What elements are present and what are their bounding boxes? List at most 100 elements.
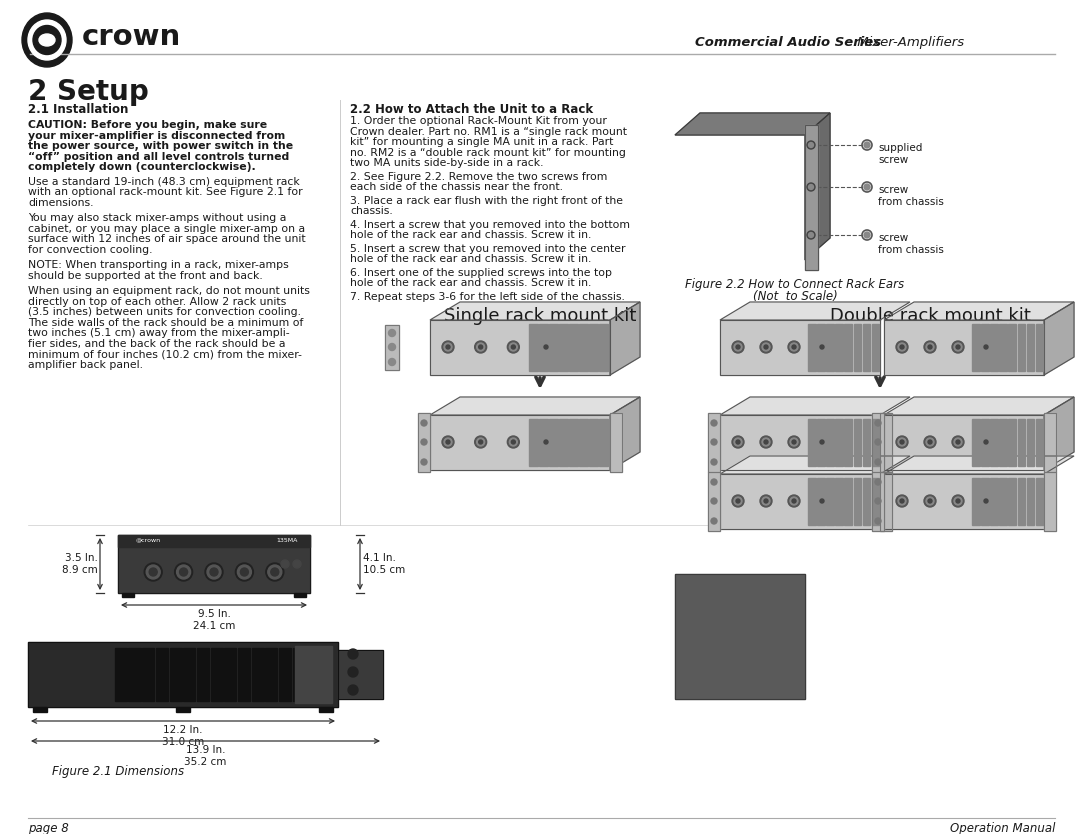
FancyBboxPatch shape [319,707,333,712]
FancyBboxPatch shape [1027,419,1035,466]
Text: Commercial Audio Series: Commercial Audio Series [696,36,881,48]
Text: 3. Place a rack ear flush with the right front of the: 3. Place a rack ear flush with the right… [350,195,623,205]
Polygon shape [610,302,640,375]
Circle shape [442,436,454,448]
Circle shape [982,438,990,446]
Circle shape [145,563,162,581]
FancyBboxPatch shape [808,324,815,371]
Text: 7. Repeat steps 3-6 for the left side of the chassis.: 7. Repeat steps 3-6 for the left side of… [350,292,625,302]
FancyBboxPatch shape [808,419,815,466]
Polygon shape [885,397,1074,415]
Polygon shape [885,302,1074,320]
FancyBboxPatch shape [981,324,988,371]
Circle shape [926,497,934,505]
Circle shape [544,345,548,349]
FancyBboxPatch shape [156,648,168,701]
FancyBboxPatch shape [835,478,842,525]
FancyBboxPatch shape [835,419,842,466]
Text: for convection cooling.: for convection cooling. [28,244,152,254]
FancyBboxPatch shape [990,324,998,371]
Text: completely down (counterclockwise).: completely down (counterclockwise). [28,162,256,172]
Circle shape [951,495,964,507]
Circle shape [875,439,881,445]
Circle shape [820,499,824,503]
Polygon shape [384,325,399,370]
FancyBboxPatch shape [1017,419,1025,466]
Text: fier sides, and the back of the rack should be a: fier sides, and the back of the rack sho… [28,339,285,349]
Circle shape [510,438,517,446]
Text: hole of the rack ear and chassis. Screw it in.: hole of the rack ear and chassis. Screw … [350,278,592,288]
Circle shape [980,341,993,353]
Text: screw
from chassis: screw from chassis [878,185,944,208]
Text: your mixer-amplifier is disconnected from: your mixer-amplifier is disconnected fro… [28,130,285,140]
Circle shape [788,341,800,353]
Polygon shape [720,397,910,415]
Text: 1. Order the optional Rack-Mount Kit from your: 1. Order the optional Rack-Mount Kit fro… [350,116,607,126]
Circle shape [711,459,717,465]
Polygon shape [720,415,880,470]
FancyBboxPatch shape [590,419,598,466]
Circle shape [711,498,717,504]
FancyBboxPatch shape [559,324,568,371]
Text: Double rack mount kit: Double rack mount kit [829,307,1030,325]
Text: cabinet, or you may place a single mixer-amp on a: cabinet, or you may place a single mixer… [28,224,306,234]
Circle shape [442,341,454,353]
Circle shape [956,499,960,503]
FancyBboxPatch shape [972,419,980,466]
Circle shape [389,329,395,336]
Circle shape [809,143,813,148]
Text: 13.9 In.
35.2 cm: 13.9 In. 35.2 cm [185,745,227,766]
FancyBboxPatch shape [118,535,310,547]
Circle shape [734,497,742,505]
Circle shape [900,499,904,503]
Polygon shape [720,456,910,474]
FancyBboxPatch shape [266,648,278,701]
Text: (Not  to Scale): (Not to Scale) [753,290,837,303]
Polygon shape [885,320,1044,375]
Circle shape [540,436,552,448]
Text: with an optional rack-mount kit. See Figure 2.1 for: with an optional rack-mount kit. See Fig… [28,187,302,197]
Circle shape [764,499,768,503]
Circle shape [809,233,813,238]
Circle shape [928,440,932,444]
FancyBboxPatch shape [569,324,578,371]
FancyBboxPatch shape [818,419,825,466]
Circle shape [207,565,221,579]
FancyBboxPatch shape [999,324,1007,371]
Circle shape [511,345,515,349]
FancyBboxPatch shape [170,648,181,701]
Ellipse shape [22,13,72,67]
Text: You may also stack mixer-amps without using a: You may also stack mixer-amps without us… [28,213,286,223]
Circle shape [711,420,717,426]
Circle shape [789,343,798,351]
Text: 6. Insert one of the supplied screws into the top: 6. Insert one of the supplied screws int… [350,268,612,278]
Circle shape [954,438,962,446]
Text: @crown: @crown [136,539,161,544]
FancyBboxPatch shape [293,648,305,701]
FancyBboxPatch shape [863,478,870,525]
FancyBboxPatch shape [28,642,338,707]
Text: “off” position and all level controls turned: “off” position and all level controls tu… [28,152,289,162]
Polygon shape [872,413,885,472]
Text: 2.2 How to Attach the Unit to a Rack: 2.2 How to Attach the Unit to a Rack [350,103,593,116]
FancyBboxPatch shape [826,324,834,371]
Circle shape [446,345,450,349]
Polygon shape [610,397,640,470]
Circle shape [179,568,188,576]
Circle shape [241,568,248,576]
Text: 2.1 Installation: 2.1 Installation [28,103,129,116]
Circle shape [956,440,960,444]
FancyBboxPatch shape [990,478,998,525]
Polygon shape [430,302,640,320]
FancyBboxPatch shape [529,324,538,371]
Circle shape [734,438,742,446]
Circle shape [816,495,828,507]
Circle shape [266,563,284,581]
Polygon shape [880,472,892,531]
Circle shape [711,518,717,524]
Text: The side walls of the rack should be a minimum of: The side walls of the rack should be a m… [28,318,303,328]
Polygon shape [872,472,885,531]
FancyBboxPatch shape [972,478,980,525]
Circle shape [735,345,740,349]
Text: 3.5 In.
8.9 cm: 3.5 In. 8.9 cm [63,553,98,575]
